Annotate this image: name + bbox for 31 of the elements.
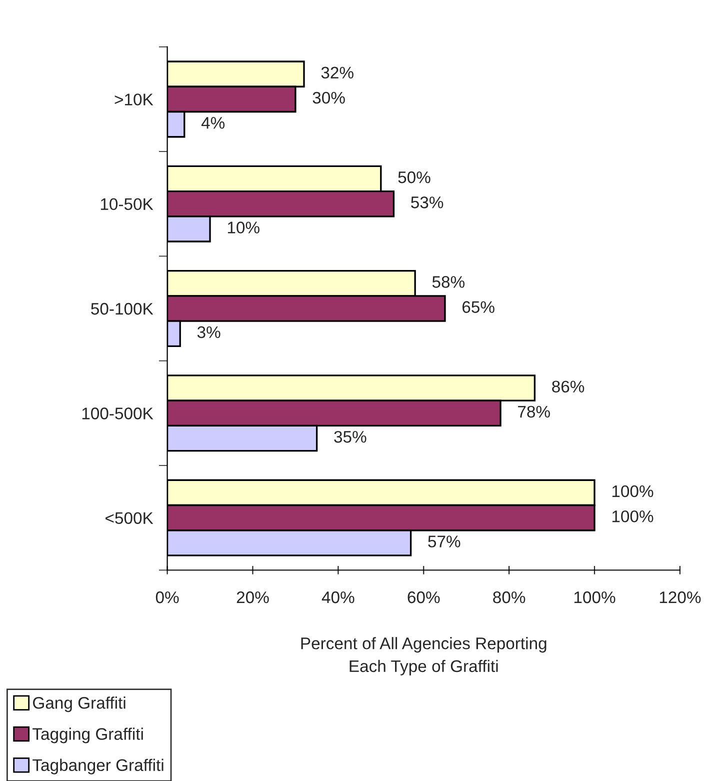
legend-label: Tagbanger Graffiti xyxy=(32,758,164,774)
data-label: 30% xyxy=(312,92,345,104)
x-axis-title: Percent of All Agencies Reporting Each Type of Graffiti xyxy=(301,637,546,676)
data-label: 100% xyxy=(612,510,654,522)
x-tick-label: 0% xyxy=(156,591,179,604)
y-tick-label: >10K xyxy=(114,94,154,106)
x-tick-label: 100% xyxy=(574,591,616,604)
data-label: 32% xyxy=(321,66,354,79)
data-label: 58% xyxy=(432,276,465,288)
y-tick-label: <500K xyxy=(106,512,154,524)
data-label: 50% xyxy=(398,171,430,184)
data-label: 65% xyxy=(462,301,494,313)
data-label: 53% xyxy=(411,196,444,208)
legend-label: Tagging Graffiti xyxy=(32,728,143,744)
y-tick-label: 10-50K xyxy=(100,198,154,210)
x-tick-label: 40% xyxy=(322,591,354,604)
x-tick-label: 60% xyxy=(408,591,440,604)
data-label: 4% xyxy=(201,117,225,129)
data-label: 86% xyxy=(552,380,584,393)
legend-label: Gang Graffiti xyxy=(33,696,126,712)
data-label: 100% xyxy=(612,485,654,498)
data-label: 57% xyxy=(428,536,460,548)
x-tick-label: 120% xyxy=(660,591,701,604)
data-label: 35% xyxy=(334,430,366,443)
data-label: 3% xyxy=(197,326,220,338)
y-tick-label: 50-100K xyxy=(91,302,154,315)
data-label: 78% xyxy=(518,406,550,418)
data-label: 10% xyxy=(228,222,260,234)
x-tick-label: 20% xyxy=(236,591,269,604)
y-tick-label: 100-500K xyxy=(82,408,154,420)
x-tick-label: 80% xyxy=(493,591,526,604)
